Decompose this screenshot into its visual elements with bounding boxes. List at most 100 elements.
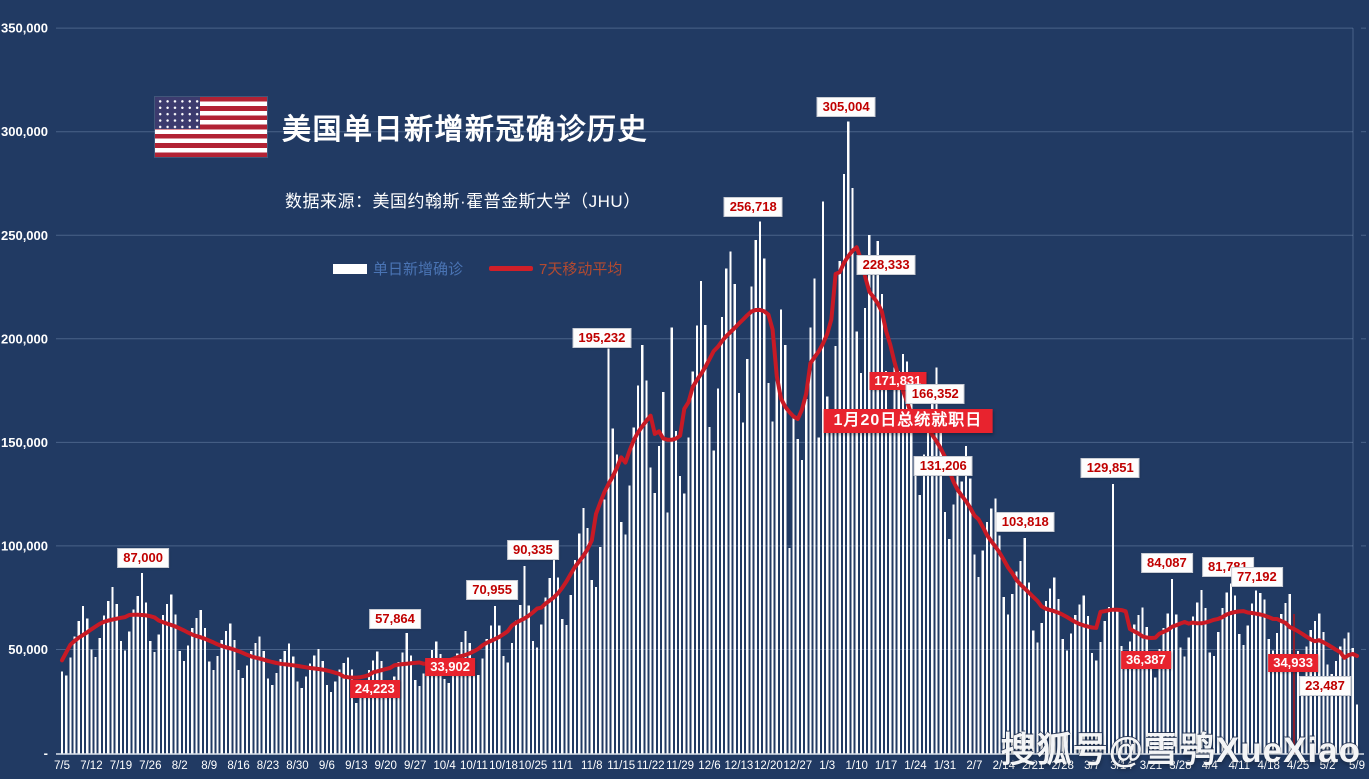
daily-bar [119,640,122,754]
daily-bar [1095,660,1098,754]
daily-bar [578,533,581,754]
daily-bar [918,495,921,754]
daily-bar [1019,561,1022,754]
daily-bar [670,327,673,754]
daily-bar [1233,595,1237,754]
daily-bar [552,559,556,754]
daily-bar [254,643,257,754]
daily-bar [241,677,244,754]
daily-bar [792,415,795,754]
daily-bar [1259,593,1262,754]
daily-bar [544,597,547,754]
daily-bar [1032,630,1035,754]
daily-bar [725,268,728,754]
daily-bar [1271,650,1274,754]
daily-bar [128,631,131,754]
moving-average-line [60,245,1359,680]
daily-bar [763,258,766,754]
daily-bar [460,641,463,754]
daily-bar [161,615,165,754]
daily-bar [489,625,492,754]
daily-bar [477,675,480,754]
x-axis-label: 5/2 [1320,760,1336,772]
daily-bar [1305,646,1308,754]
page-title: 美国单日新增新冠确诊历史 [282,114,649,146]
daily-bar [1339,646,1342,754]
daily-bar [678,476,682,754]
x-axis-label: 2/21 [1022,760,1044,772]
daily-bar [149,640,152,754]
daily-bar [81,605,85,754]
daily-bar [271,685,274,754]
daily-bar [960,481,963,754]
daily-bar [334,681,337,754]
daily-bar [132,609,135,754]
daily-bar [1120,646,1123,754]
daily-bar [342,663,345,754]
daily-bar [586,528,589,754]
daily-bar [1179,647,1182,754]
daily-bar [927,409,930,754]
daily-bar [973,554,976,754]
daily-bar [1212,655,1216,754]
daily-bar [1183,656,1186,754]
daily-bar [624,534,627,754]
daily-bar [838,260,841,754]
daily-bar [86,618,89,754]
y-axis-label: 100,000 [1,538,48,553]
daily-bar [603,499,606,754]
daily-bar [203,628,207,754]
daily-bar [943,511,947,754]
daily-bar [590,579,593,754]
daily-bar [813,278,816,754]
x-axis-label: 11/15 [607,760,635,772]
daily-bar [229,623,232,754]
daily-bar [611,428,614,754]
daily-bar [1002,596,1005,754]
daily-bar [498,625,501,754]
daily-bar [451,669,455,754]
daily-bar [472,669,476,754]
daily-bar [1217,631,1220,754]
daily-bar [233,639,236,754]
daily-bar [321,661,324,754]
x-axis-label: 7/26 [139,760,161,772]
daily-bar [948,539,951,754]
x-axis-label: 5/9 [1349,760,1365,772]
daily-bar [716,388,719,754]
us-flag-icon [155,97,267,157]
daily-bar [1124,657,1127,754]
daily-bar [1250,603,1253,754]
daily-bar [561,618,564,754]
daily-bar [468,643,471,754]
daily-bar [636,385,640,754]
daily-bar [851,187,854,754]
daily-bar [1078,604,1081,754]
daily-bar [1015,571,1018,754]
daily-bar [699,281,703,754]
daily-bar [1355,704,1359,754]
daily-bar [296,681,299,754]
daily-bar [620,522,623,754]
daily-bar [1074,614,1077,754]
daily-bar [935,367,938,754]
daily-bar [1196,602,1199,754]
daily-bar [1133,624,1136,754]
daily-bar [800,460,804,754]
daily-bar [283,650,286,754]
daily-bar [809,327,812,754]
daily-bar [1208,652,1211,754]
x-axis-label: 11/1 [552,760,574,772]
daily-bar [1191,616,1195,754]
x-axis-label: 12/6 [698,760,720,772]
daily-bar [372,660,375,754]
daily-bar [1187,637,1190,754]
daily-bar [102,615,106,754]
daily-bar [258,636,261,754]
daily-bar [922,454,926,754]
daily-bar [527,605,530,754]
x-axis-label: 4/4 [1202,760,1219,772]
daily-bar [279,659,282,754]
daily-bar [111,587,114,754]
daily-bar [1204,607,1207,754]
